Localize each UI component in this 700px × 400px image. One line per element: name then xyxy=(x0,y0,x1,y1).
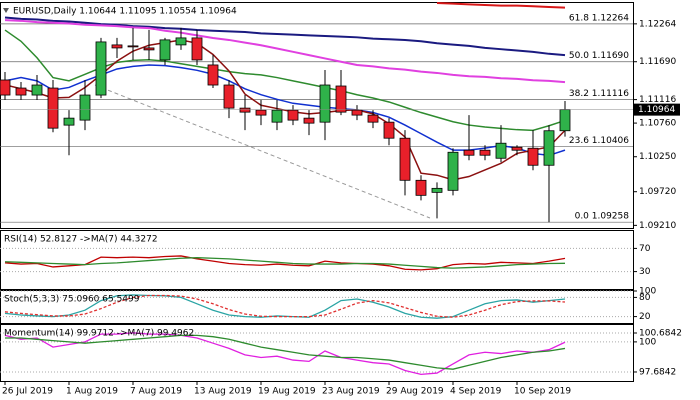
candle-body xyxy=(319,84,331,123)
candle-body xyxy=(559,109,571,132)
y-tick-label: 20 xyxy=(639,312,651,322)
y-tick-label: 1.11116 xyxy=(639,95,676,105)
x-tick-label: 4 Sep 2019 xyxy=(450,387,502,397)
candle-body xyxy=(367,114,379,123)
x-tick-label: 10 Sep 2019 xyxy=(514,387,571,397)
candle-body xyxy=(223,84,235,109)
y-tick-label: 100 xyxy=(639,287,656,297)
candle-body xyxy=(511,146,523,151)
candle-body xyxy=(271,109,283,123)
candle-body xyxy=(159,39,171,61)
panel-title: Momentum(14) 99.9712 ->MA(7) 99.4962 xyxy=(4,329,194,339)
candle-body xyxy=(527,147,539,166)
x-tick-label: 26 Jul 2019 xyxy=(2,387,53,397)
candle-body xyxy=(287,109,299,121)
x-tick-label: 7 Aug 2019 xyxy=(130,387,182,397)
panel-frame xyxy=(0,230,634,290)
series-line xyxy=(5,334,566,370)
candle-body xyxy=(495,142,507,159)
candle-body xyxy=(303,117,315,124)
candle-body xyxy=(95,41,107,96)
fib-label: 23.6 1.10406 xyxy=(569,136,629,146)
candle-body xyxy=(415,179,427,196)
x-tick-label: 19 Aug 2019 xyxy=(258,387,316,397)
y-tick-label: 1.12264 xyxy=(639,19,676,29)
panel-frame xyxy=(0,324,634,382)
candle-body xyxy=(431,187,443,193)
candle-body xyxy=(239,107,251,113)
panel-title: Stoch(5,3,3) 75.0960 65.5499 xyxy=(4,295,140,305)
candle-body xyxy=(335,85,347,113)
series-line xyxy=(4,19,566,84)
candle-body xyxy=(399,137,411,181)
series-line xyxy=(4,257,566,269)
series-line xyxy=(4,16,566,57)
series-line xyxy=(4,332,566,376)
candle-body xyxy=(207,64,219,86)
fib-label: 61.8 1.12264 xyxy=(569,13,629,23)
panel-title: RSI(14) 52.8127 ->MA(7) 44.3272 xyxy=(4,235,158,245)
y-tick-label: 80 xyxy=(639,293,651,303)
candle-body xyxy=(31,84,43,96)
series-line xyxy=(436,2,566,9)
series-line xyxy=(4,255,566,271)
y-tick-label: 30 xyxy=(639,267,651,277)
title-icon xyxy=(3,8,9,13)
candle-body xyxy=(479,149,491,156)
y-tick-label: 100 xyxy=(639,337,656,347)
y-tick-label: 1.10250 xyxy=(639,152,676,162)
x-tick-label: 13 Aug 2019 xyxy=(194,387,252,397)
fib-label: 38.2 1.11116 xyxy=(569,89,629,99)
y-tick-label: 100.6842 xyxy=(639,329,682,339)
x-tick-label: 1 Aug 2019 xyxy=(66,387,118,397)
candle-body xyxy=(15,87,27,96)
panel-frame xyxy=(0,2,634,229)
candle-body xyxy=(0,79,11,96)
y-tick-label: 97.6842 xyxy=(639,367,676,377)
candle-body xyxy=(463,149,475,156)
panel-title: EURUSD,Daily 1.10644 1.11095 1.10554 1.1… xyxy=(13,7,237,17)
series-line xyxy=(4,294,566,318)
y-tick-label: 1.09210 xyxy=(639,221,676,231)
y-tick-label: 1.09720 xyxy=(639,187,676,197)
candle-body xyxy=(79,94,91,121)
x-tick-label: 29 Aug 2019 xyxy=(386,387,444,397)
candle-body xyxy=(111,44,123,49)
fib-label: 50.0 1.11690 xyxy=(569,51,629,61)
y-tick-label: 70 xyxy=(639,244,651,254)
candle-body xyxy=(447,151,459,191)
candle-body xyxy=(127,45,139,48)
candle-body xyxy=(255,109,267,116)
candle-body xyxy=(351,109,363,116)
price-box xyxy=(634,103,680,116)
y-tick-label: 1.10760 xyxy=(639,119,676,129)
x-tick-label: 23 Aug 2019 xyxy=(322,387,380,397)
background xyxy=(0,0,634,400)
panel-frame xyxy=(0,290,634,324)
candle-body xyxy=(543,130,555,166)
candle-body xyxy=(47,87,59,129)
price-label: 1.10964 xyxy=(638,105,675,115)
candle-body xyxy=(191,37,203,61)
y-tick-label: 1.11690 xyxy=(639,57,676,67)
candle-body xyxy=(175,37,187,46)
fib-label: 0.0 1.09258 xyxy=(575,212,630,222)
candle-body xyxy=(63,117,75,126)
candle-body xyxy=(383,121,395,139)
candle-body xyxy=(143,47,155,51)
